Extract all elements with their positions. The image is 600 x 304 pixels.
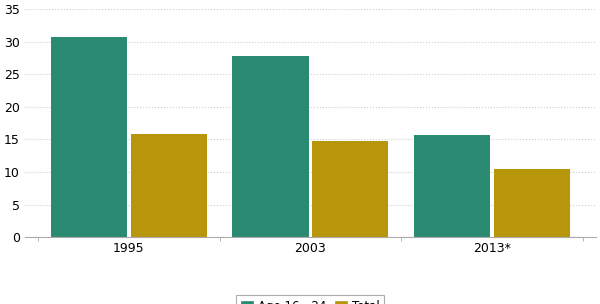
Bar <box>51 36 127 237</box>
Bar <box>494 169 570 237</box>
Legend: Age 16 - 24, Total: Age 16 - 24, Total <box>236 295 385 304</box>
Bar <box>312 141 388 237</box>
Bar <box>131 133 207 237</box>
Bar <box>414 135 490 237</box>
Bar <box>232 56 308 237</box>
